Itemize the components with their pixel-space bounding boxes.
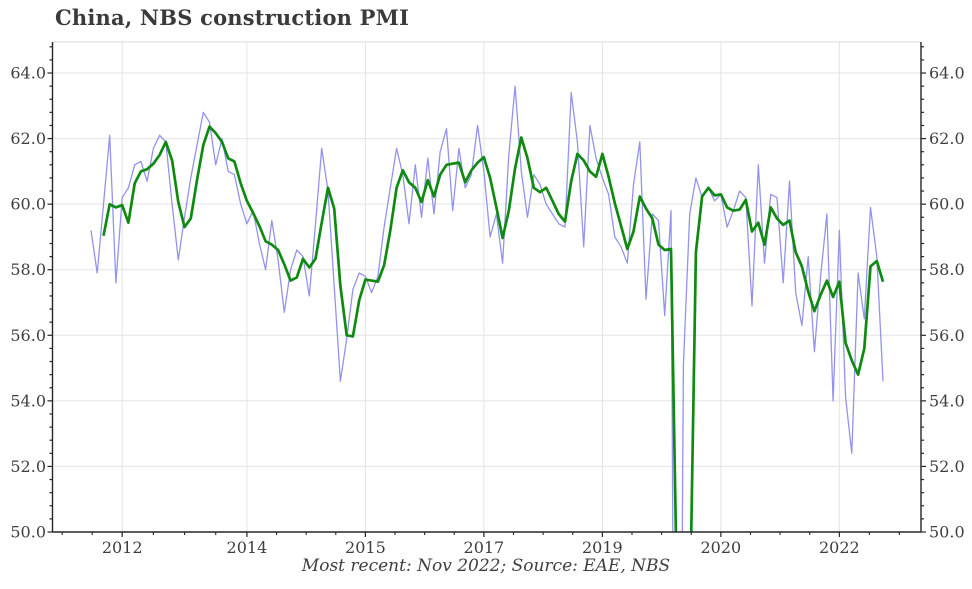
monthly-series-line (90, 85, 884, 532)
moving-average-line (102, 125, 885, 532)
x-tick-label: 2015 (345, 538, 386, 557)
y-tick-label-left: 64.0 (10, 64, 46, 83)
chart-title: China, NBS construction PMI (55, 5, 410, 30)
x-tick-label: 2020 (700, 538, 741, 557)
x-tick-label: 2014 (227, 538, 268, 557)
y-tick-label-right: 60.0 (929, 195, 965, 214)
y-tick-label-right: 56.0 (929, 326, 965, 345)
y-tick-label-right: 64.0 (929, 64, 965, 83)
y-tick-label-right: 52.0 (929, 457, 965, 476)
y-tick-label-left: 50.0 (10, 523, 46, 542)
x-tick-label: 2017 (464, 538, 505, 557)
y-tick-label-right: 50.0 (929, 523, 965, 542)
y-tick-label-right: 62.0 (929, 129, 965, 148)
x-tick-label: 2012 (102, 538, 143, 557)
series-group (90, 85, 885, 532)
y-tick-label-right: 58.0 (929, 260, 965, 279)
y-tick-label-left: 54.0 (10, 391, 46, 410)
y-tick-label-left: 60.0 (10, 195, 46, 214)
x-tick-label: 2019 (582, 538, 623, 557)
y-tick-label-left: 58.0 (10, 260, 46, 279)
y-tick-label-left: 52.0 (10, 457, 46, 476)
source-note: Most recent: Nov 2022; Source: EAE, NBS (301, 556, 671, 576)
y-tick-label-left: 62.0 (10, 129, 46, 148)
y-tick-label-left: 56.0 (10, 326, 46, 345)
x-tick-label: 2022 (819, 538, 860, 557)
y-tick-label-right: 54.0 (929, 391, 965, 410)
